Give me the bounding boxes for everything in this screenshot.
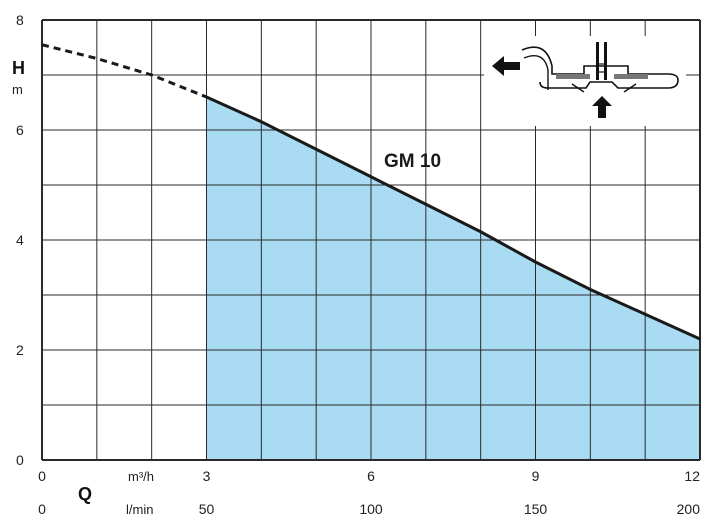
x-secondary-unit: l/min	[126, 502, 153, 517]
x-secondary-tick-label: 200	[677, 501, 701, 517]
x-primary-tick-label: 9	[532, 468, 540, 484]
x-axis-title: Q	[78, 484, 92, 504]
x-primary-tick-label: 3	[203, 468, 211, 484]
y-tick-labels: 0 2 4 6 8	[16, 12, 24, 468]
y-axis-title: H	[12, 58, 25, 78]
operating-range-area	[206, 97, 700, 460]
series-label-gm10: GM 10	[384, 151, 441, 172]
x-primary-tick-labels: 0 3 6 9 12	[38, 468, 700, 484]
x-secondary-tick-label: 100	[359, 501, 383, 517]
x-secondary-tick-labels: 0 50 100 150 200	[38, 501, 700, 517]
y-tick-label: 6	[16, 122, 24, 138]
performance-curve-solid	[205, 95, 701, 341]
y-tick-label: 8	[16, 12, 24, 28]
y-tick-label: 2	[16, 342, 24, 358]
performance-curve-dashed	[41, 43, 208, 99]
pump-flow-diagram-icon	[484, 36, 686, 126]
x-secondary-tick-label: 150	[524, 501, 548, 517]
y-tick-label: 0	[16, 452, 24, 468]
x-primary-tick-label: 12	[684, 468, 700, 484]
x-primary-unit: m³/h	[128, 469, 154, 484]
x-primary-tick-label: 6	[367, 468, 375, 484]
y-axis-unit: m	[12, 82, 23, 97]
x-secondary-tick-label: 50	[199, 501, 215, 517]
x-primary-tick-label: 0	[38, 468, 46, 484]
y-tick-label: 4	[16, 232, 24, 248]
x-secondary-tick-label: 0	[38, 501, 46, 517]
